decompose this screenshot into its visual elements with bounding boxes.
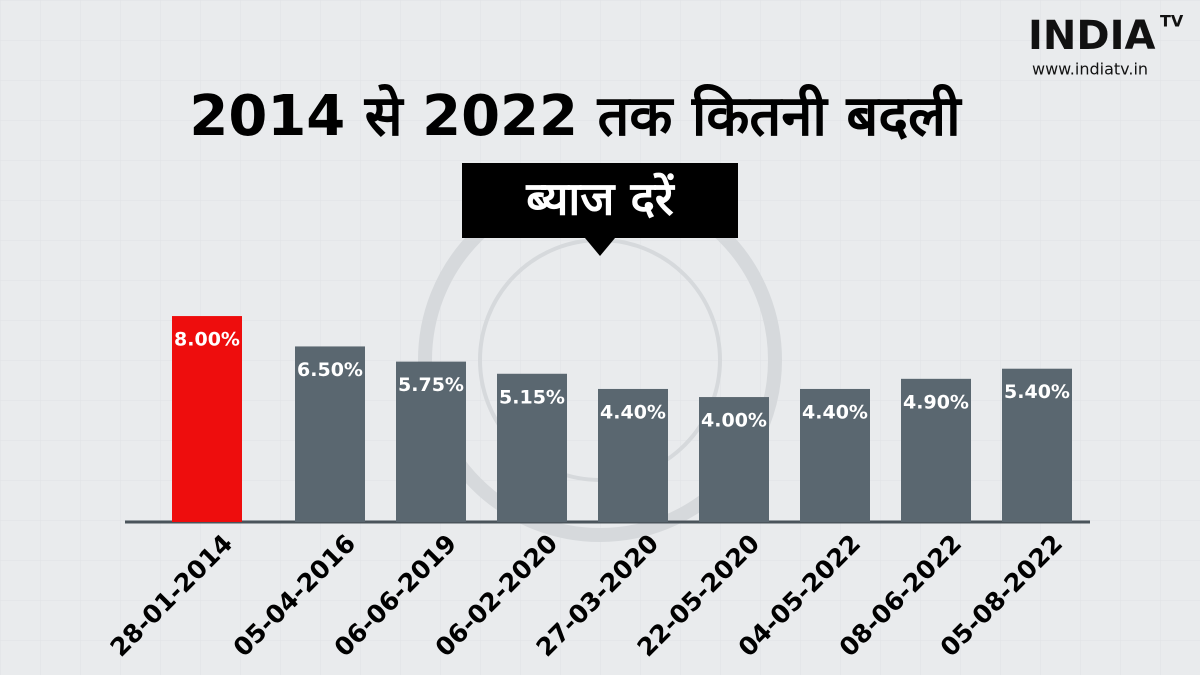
subtitle-box [462, 163, 738, 238]
bar [699, 397, 769, 522]
bar [396, 361, 466, 522]
bar [172, 316, 242, 522]
bar [295, 346, 365, 522]
value-label: 5.40% [1004, 381, 1070, 403]
value-label: 4.40% [600, 401, 666, 423]
logo-url: www.indiatv.in [1032, 60, 1148, 79]
value-label: 6.50% [297, 359, 363, 381]
bar [901, 378, 971, 522]
value-label: 4.00% [701, 410, 767, 432]
value-label: 8.00% [174, 329, 240, 351]
bar [1002, 368, 1072, 522]
subtitle-pointer [585, 238, 615, 256]
chart-title: 2014 से 2022 तक कितनी बदली [189, 83, 963, 149]
bar [497, 373, 567, 522]
value-label: 5.15% [499, 386, 565, 408]
value-label: 4.90% [903, 391, 969, 413]
bar [598, 388, 668, 522]
logo-suffix: TV [1160, 12, 1184, 31]
value-label: 4.40% [802, 401, 868, 423]
value-label: 5.75% [398, 374, 464, 396]
subtitle: ब्याज दरें [525, 172, 676, 226]
logo-brand: INDIA [1028, 13, 1155, 59]
bar [800, 388, 870, 522]
